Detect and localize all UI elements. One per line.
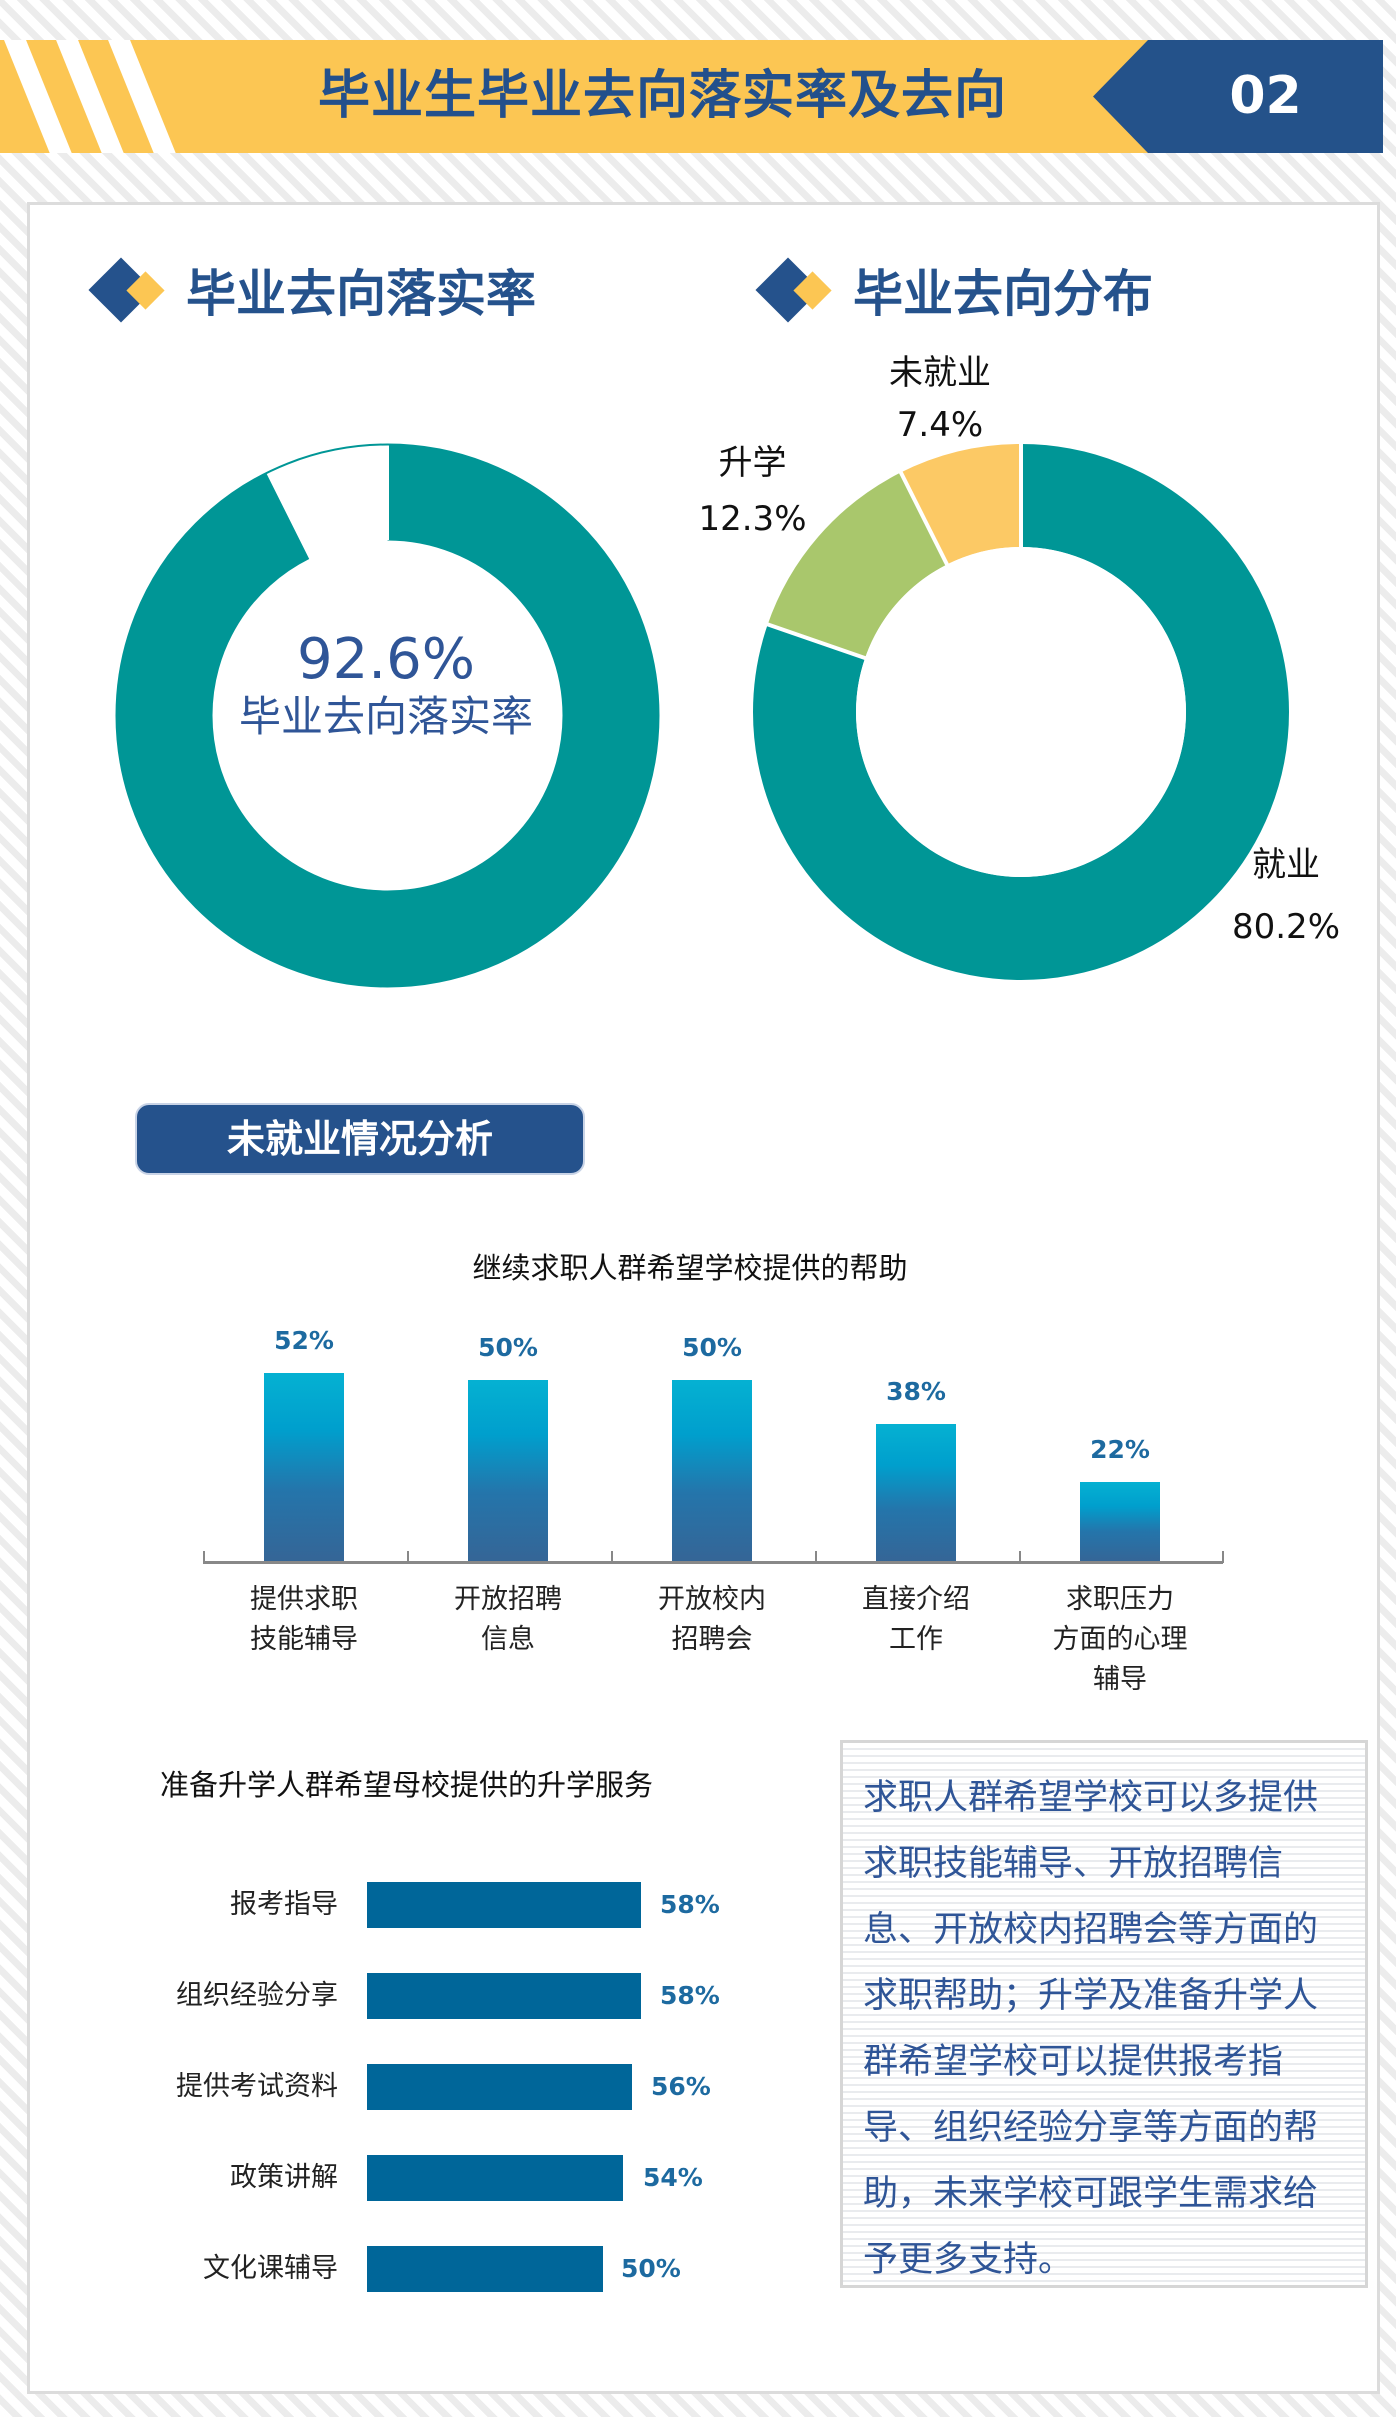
x-axis-tick	[611, 1551, 613, 1563]
rate-donut-center: 92.6% 毕业去向落实率	[186, 628, 586, 742]
job-help-category: 开放招聘 信息	[454, 1584, 562, 1655]
job-help-bar-value: 38%	[886, 1377, 946, 1406]
x-axis-line	[203, 1561, 1223, 1564]
x-axis-tick	[1019, 1551, 1021, 1563]
study-help-bar-value: 56%	[651, 2072, 711, 2101]
job-help-category: 求职压力 方面的心理 辅导	[1052, 1584, 1188, 1695]
page-title: 毕业生毕业去向落实率及去向	[318, 66, 1008, 126]
job-help-category: 直接介绍 工作	[862, 1584, 970, 1655]
section-heading-label: 毕业去向分布	[853, 265, 1153, 323]
x-axis-tick	[815, 1551, 817, 1563]
job-help-chart-title: 继续求职人群希望学校提供的帮助	[472, 1251, 908, 1285]
section-number: 02	[1229, 66, 1302, 126]
section-number-badge	[1093, 40, 1383, 153]
summary-note-box: 求职人群希望学校可以多提供求职技能辅导、开放招聘信息、开放校内招聘会等方面的求职…	[840, 1740, 1368, 2288]
distribution-donut-chart	[753, 442, 1289, 980]
study-help-category: 报考指导	[230, 1889, 338, 1920]
study-help-bar	[367, 1882, 641, 1928]
job-help-bar	[1080, 1482, 1160, 1562]
summary-note-text: 求职人群希望学校可以多提供求职技能辅导、开放招聘信息、开放校内招聘会等方面的求职…	[863, 1778, 1319, 2280]
x-axis-tick	[1222, 1551, 1224, 1563]
study-help-bar-value: 58%	[660, 1981, 720, 2010]
distribution-label-unemployed: 未就业 7.4%	[889, 353, 991, 445]
study-help-bar-value: 58%	[660, 1890, 720, 1919]
study-help-category: 提供考试资料	[176, 2071, 338, 2102]
section-heading-distribution: 毕业去向分布	[755, 250, 1153, 330]
study-help-category: 政策讲解	[230, 2162, 338, 2193]
job-help-category: 提供求职 技能辅导	[250, 1584, 358, 1655]
study-help-category: 文化课辅导	[203, 2253, 338, 2284]
x-axis-tick	[407, 1551, 409, 1563]
job-help-bar	[264, 1373, 344, 1562]
unemployed-analysis-pill: 未就业情况分析	[135, 1103, 585, 1175]
study-help-chart-title: 准备升学人群希望母校提供的升学服务	[160, 1768, 654, 1802]
job-help-category: 开放校内 招聘会	[658, 1584, 766, 1655]
distribution-label-employed: 就业 80.2%	[1231, 845, 1340, 947]
diamond-icon	[88, 250, 168, 330]
job-help-bar-value: 22%	[1090, 1435, 1150, 1464]
study-help-bar	[367, 2155, 623, 2201]
x-axis-tick	[203, 1551, 205, 1563]
section-heading-rate: 毕业去向落实率	[88, 250, 536, 330]
job-help-bar	[468, 1380, 548, 1562]
diamond-icon	[755, 250, 835, 330]
study-help-bar	[367, 2064, 632, 2110]
job-help-bar	[672, 1380, 752, 1562]
rate-caption: 毕业去向落实率	[238, 692, 533, 741]
study-help-bar-value: 54%	[643, 2163, 703, 2192]
rate-donut-chart	[115, 443, 660, 988]
study-help-bar	[367, 2246, 603, 2292]
study-help-bar	[367, 1973, 641, 2019]
study-help-category: 组织经验分享	[176, 1980, 338, 2011]
job-help-bar-value: 50%	[478, 1333, 538, 1362]
distribution-label-further-study: 升学 12.3%	[698, 443, 807, 539]
study-help-bar-value: 50%	[621, 2254, 681, 2283]
job-help-bar-value: 50%	[682, 1333, 742, 1362]
header-banner: 毕业生毕业去向落实率及去向 02	[0, 40, 1383, 153]
section-heading-label: 毕业去向落实率	[186, 265, 536, 323]
rate-value: 92.6%	[297, 627, 475, 692]
job-help-bar	[876, 1424, 956, 1562]
job-help-bar-value: 52%	[274, 1326, 334, 1355]
